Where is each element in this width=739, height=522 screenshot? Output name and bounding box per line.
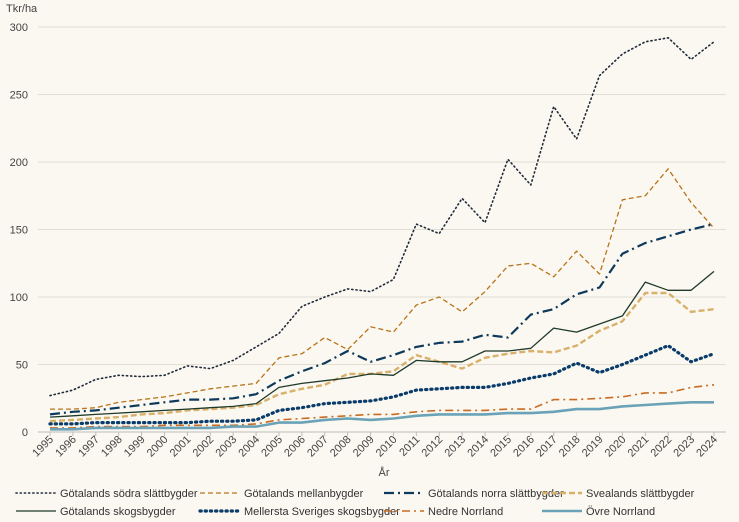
y-tick-label: 0: [22, 427, 28, 439]
series-line-1: [49, 37, 715, 397]
y-tick-labels: 0 50 100 150 200 250 300: [10, 22, 28, 439]
legend-label: Svealands slättbygder: [586, 488, 695, 500]
series-line-5: [49, 270, 715, 418]
series-line-3: [49, 223, 715, 416]
y-tick-label: 200: [10, 157, 28, 169]
y-axis-label: Tkr/ha: [6, 3, 38, 15]
series-lines: [48, 37, 716, 431]
x-axis-label: År: [379, 466, 390, 479]
series-line-2: [50, 168, 715, 410]
series-line-6: [48, 344, 716, 426]
legend-label: Götalands skogsbygder: [60, 506, 176, 518]
series-line-7: [50, 384, 715, 429]
legend-label: Götalands mellanbygder: [244, 488, 364, 500]
y-tick-label: 300: [10, 22, 28, 34]
legend: Götalands södra slättbygder Götalands mel…: [15, 488, 695, 518]
y-tick-label: 100: [10, 292, 28, 304]
y-tick-label: 250: [10, 90, 28, 102]
legend-label: Nedre Norrland: [428, 506, 503, 518]
legend-label: Götalands norra slättbygder: [428, 488, 564, 500]
legend-label: Övre Norrland: [586, 506, 655, 518]
legend-label: Götalands södra slättbygder: [60, 488, 198, 500]
series-line-4: [49, 291, 715, 423]
series-line-8: [50, 401, 714, 431]
y-tick-label: 150: [10, 225, 28, 237]
y-tick-label: 50: [16, 360, 28, 372]
grid-lines: [38, 26, 726, 433]
legend-label: Mellersta Sveriges skogsbygder: [244, 506, 400, 518]
